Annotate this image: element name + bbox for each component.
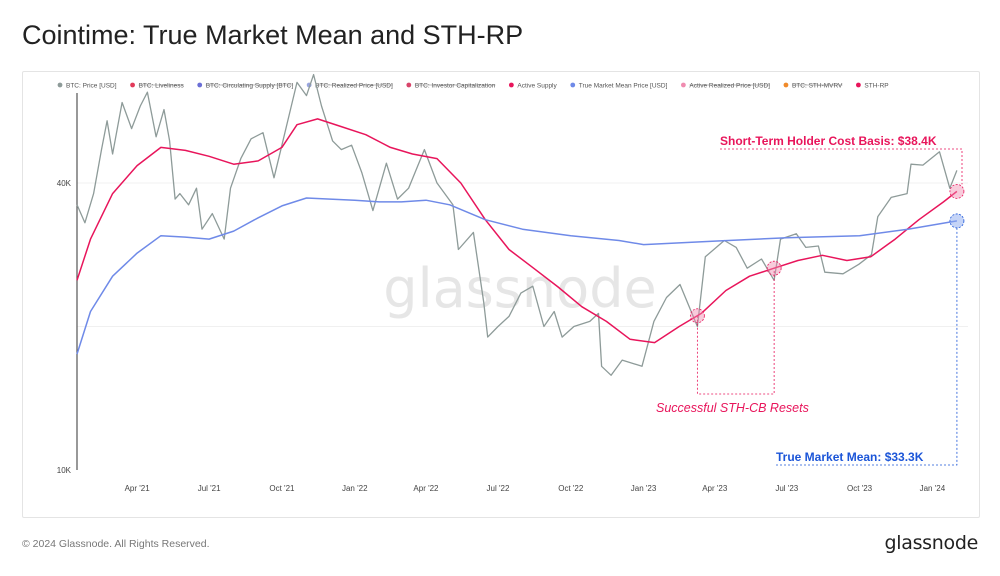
- legend-item[interactable]: BTC: Realized Price [USD]: [315, 83, 393, 90]
- sth-rp-end-marker: [949, 184, 965, 199]
- legend-marker[interactable]: [508, 82, 514, 88]
- brand-logo-text: glassnode: [884, 532, 979, 554]
- chart-frame: [22, 71, 980, 518]
- legend-marker[interactable]: [130, 82, 135, 88]
- price-series-line: [76, 73, 958, 376]
- legend-item[interactable]: BTC: Investor Capitalization: [415, 83, 496, 90]
- watermark-text: glassnode: [383, 257, 656, 320]
- chart-area: glassnode 10K 40K Apr '21 Jul '21 Oct '21 Jan …: [57, 73, 968, 493]
- x-tick-label: Apr '21: [125, 484, 151, 493]
- page-title: Cointime: True Market Mean and STH-RP: [22, 20, 524, 50]
- true-market-mean-end-marker: [949, 213, 965, 229]
- true-market-mean-series-line: [76, 197, 958, 355]
- legend-item[interactable]: Active Realized Price [USD]: [689, 83, 770, 90]
- x-tick-label: Jul '23: [775, 484, 798, 493]
- legend-item[interactable]: BTC: Liveliness: [139, 83, 185, 90]
- x-tick-label: Oct '23: [847, 484, 873, 493]
- legend-item[interactable]: BTC: STH-MVRV: [792, 83, 843, 90]
- legend-marker[interactable]: [570, 82, 576, 88]
- sth-reset-marker: [689, 308, 705, 324]
- x-tick-label: Jan '23: [631, 484, 657, 493]
- x-tick-label: Jul '21: [198, 484, 221, 493]
- sth-annotation-guide: [720, 148, 963, 185]
- sth-reset-annotation: Successful STH-CB Resets: [656, 401, 809, 415]
- y-tick-label: 10K: [57, 466, 72, 475]
- legend-marker[interactable]: [856, 82, 861, 88]
- legend-marker[interactable]: [783, 82, 789, 88]
- copyright-text: © 2024 Glassnode. All Rights Reserved.: [22, 538, 210, 550]
- legend-marker[interactable]: [57, 82, 63, 88]
- tmm-annotation-guide: [774, 227, 958, 466]
- y-tick-label: 40K: [57, 179, 72, 188]
- legend-item[interactable]: BTC: Circulating Supply [BTC]: [206, 83, 294, 90]
- legend-marker[interactable]: [680, 82, 686, 88]
- legend-item[interactable]: BTC: Price [USD]: [66, 83, 117, 90]
- reset-bracket: [696, 268, 775, 395]
- x-tick-label: Jan '24: [920, 484, 946, 493]
- legend-item[interactable]: Active Supply: [517, 83, 557, 90]
- x-tick-label: Jul '22: [487, 484, 510, 493]
- sth-reset-marker: [766, 260, 782, 276]
- x-tick-label: Apr '22: [413, 484, 439, 493]
- x-tick-label: Oct '22: [558, 484, 584, 493]
- sth-rp-series-line: [76, 118, 958, 344]
- legend-item[interactable]: STH-RP: [864, 83, 888, 90]
- x-tick-label: Jan '22: [342, 484, 368, 493]
- legend-marker[interactable]: [406, 82, 412, 88]
- x-tick-label: Apr '23: [702, 484, 728, 493]
- legend-marker[interactable]: [197, 82, 203, 88]
- legend-item[interactable]: True Market Mean Price [USD]: [579, 83, 668, 90]
- true-market-mean-annotation: True Market Mean: $33.3K: [776, 450, 924, 464]
- x-tick-label: Oct '21: [269, 484, 295, 493]
- sth-cost-basis-annotation: Short-Term Holder Cost Basis: $38.4K: [720, 134, 937, 148]
